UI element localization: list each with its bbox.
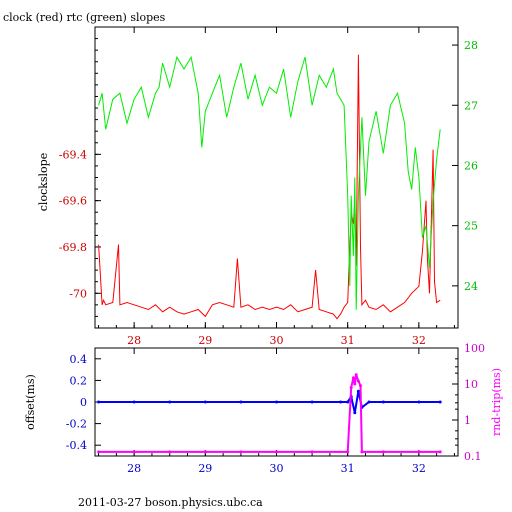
bottom-x-tick-label: 30 — [270, 462, 284, 475]
series-point-rnd-trip — [168, 450, 172, 454]
series-line-offset — [98, 390, 441, 414]
top-y-axis-label: clockslope — [37, 153, 50, 211]
bottom-y2-ticks: 100 10 1 0.1 — [452, 342, 485, 463]
bottom-y-tick-label: 0.4 — [70, 353, 88, 366]
series-point-rnd-trip — [359, 384, 362, 388]
series-point-rnd-trip — [203, 450, 207, 454]
top-y-tick-label: -70 — [69, 287, 87, 300]
top-y2-tick-label: 28 — [464, 39, 478, 52]
series-point-offset — [239, 400, 243, 404]
bottom-y-tick-label: 0 — [80, 396, 87, 409]
top-x-ticks: 28 29 30 31 32 — [98, 27, 455, 347]
series-point-rnd-trip — [354, 373, 358, 377]
bottom-x-tick-label: 32 — [412, 462, 426, 475]
series-point-rnd-trip — [97, 450, 101, 454]
bottom-y-axis-label: offset(ms) — [24, 374, 37, 430]
top-y-tick-label: -69.4 — [59, 148, 87, 161]
series-line-rnd-trip — [98, 374, 441, 453]
top-y2-ticks: 24 25 26 27 28 — [452, 39, 478, 293]
series-point-rnd-trip — [417, 450, 421, 454]
bottom-x-ticks: 28 29 30 31 32 — [98, 348, 455, 475]
top-x-tick-label: 28 — [127, 334, 141, 347]
bottom-y2-tick-label: 1 — [464, 414, 471, 427]
series-line-clock — [98, 54, 441, 320]
bottom-x-tick-label: 31 — [341, 462, 355, 475]
top-chart-axes — [94, 26, 459, 329]
series-line-rtc — [98, 55, 441, 310]
top-y2-tick-label: 26 — [464, 159, 478, 172]
series-point-offset — [203, 400, 207, 404]
top-y-tick-label: -69.6 — [59, 195, 87, 208]
top-x-tick-label: 32 — [412, 334, 426, 347]
series-point-rnd-trip — [438, 450, 442, 454]
series-point-offset — [353, 411, 357, 415]
bottom-y2-axis-label: rnd-trip(ms) — [490, 368, 503, 436]
top-y2-tick-label: 24 — [464, 280, 478, 293]
series-point-rnd-trip — [353, 382, 357, 386]
top-y-ticks: -69.4 -69.6 -69.8 -70 — [59, 38, 101, 317]
footer-text: 2011-03-27 boson.physics.ubc.ca — [78, 496, 263, 509]
series-point-rnd-trip — [310, 450, 314, 454]
top-plot-frame — [94, 26, 459, 329]
series-point-offset — [310, 400, 314, 404]
series-point-offset — [438, 400, 442, 404]
series-point-rnd-trip — [356, 379, 360, 383]
bottom-y2-tick-label: 0.1 — [464, 450, 482, 463]
top-y-tick-label: -69.8 — [59, 241, 87, 254]
series-point-rnd-trip — [239, 450, 243, 454]
series-point-rnd-trip — [275, 450, 278, 454]
top-series — [98, 54, 441, 320]
bottom-y2-tick-label: 10 — [464, 378, 478, 391]
series-point-offset — [367, 400, 371, 404]
series-point-rnd-trip — [360, 450, 364, 454]
top-chart-title: clock (red) rtc (green) slopes — [3, 11, 166, 24]
bottom-y-tick-label: -0.4 — [66, 439, 87, 452]
bottom-series — [97, 373, 442, 454]
series-point-rnd-trip — [346, 450, 350, 454]
series-point-offset — [97, 400, 101, 404]
bottom-y-tick-label: -0.2 — [66, 418, 87, 431]
series-point-offset — [356, 389, 360, 393]
series-point-rnd-trip — [381, 450, 385, 454]
top-y2-tick-label: 25 — [464, 220, 478, 233]
series-point-offset — [132, 400, 136, 404]
top-x-tick-label: 29 — [198, 334, 212, 347]
series-point-offset — [339, 400, 343, 404]
series-point-rnd-trip — [349, 386, 353, 389]
series-point-offset — [346, 400, 350, 404]
series-point-offset — [417, 400, 421, 404]
top-x-tick-label: 30 — [270, 334, 284, 347]
bottom-x-tick-label: 29 — [198, 462, 212, 475]
series-point-offset — [168, 400, 172, 404]
series-point-rnd-trip — [132, 450, 136, 454]
series-point-rnd-trip — [351, 376, 355, 380]
series-point-offset — [381, 400, 385, 404]
top-x-tick-label: 31 — [341, 334, 355, 347]
series-point-offset — [275, 400, 278, 404]
bottom-x-tick-label: 28 — [127, 462, 141, 475]
bottom-y-tick-label: 0.2 — [70, 374, 88, 387]
bottom-y-ticks: 0.4 0.2 0 -0.2 -0.4 — [66, 353, 101, 452]
top-y2-tick-label: 27 — [464, 99, 478, 112]
bottom-y2-tick-label: 100 — [464, 342, 485, 355]
